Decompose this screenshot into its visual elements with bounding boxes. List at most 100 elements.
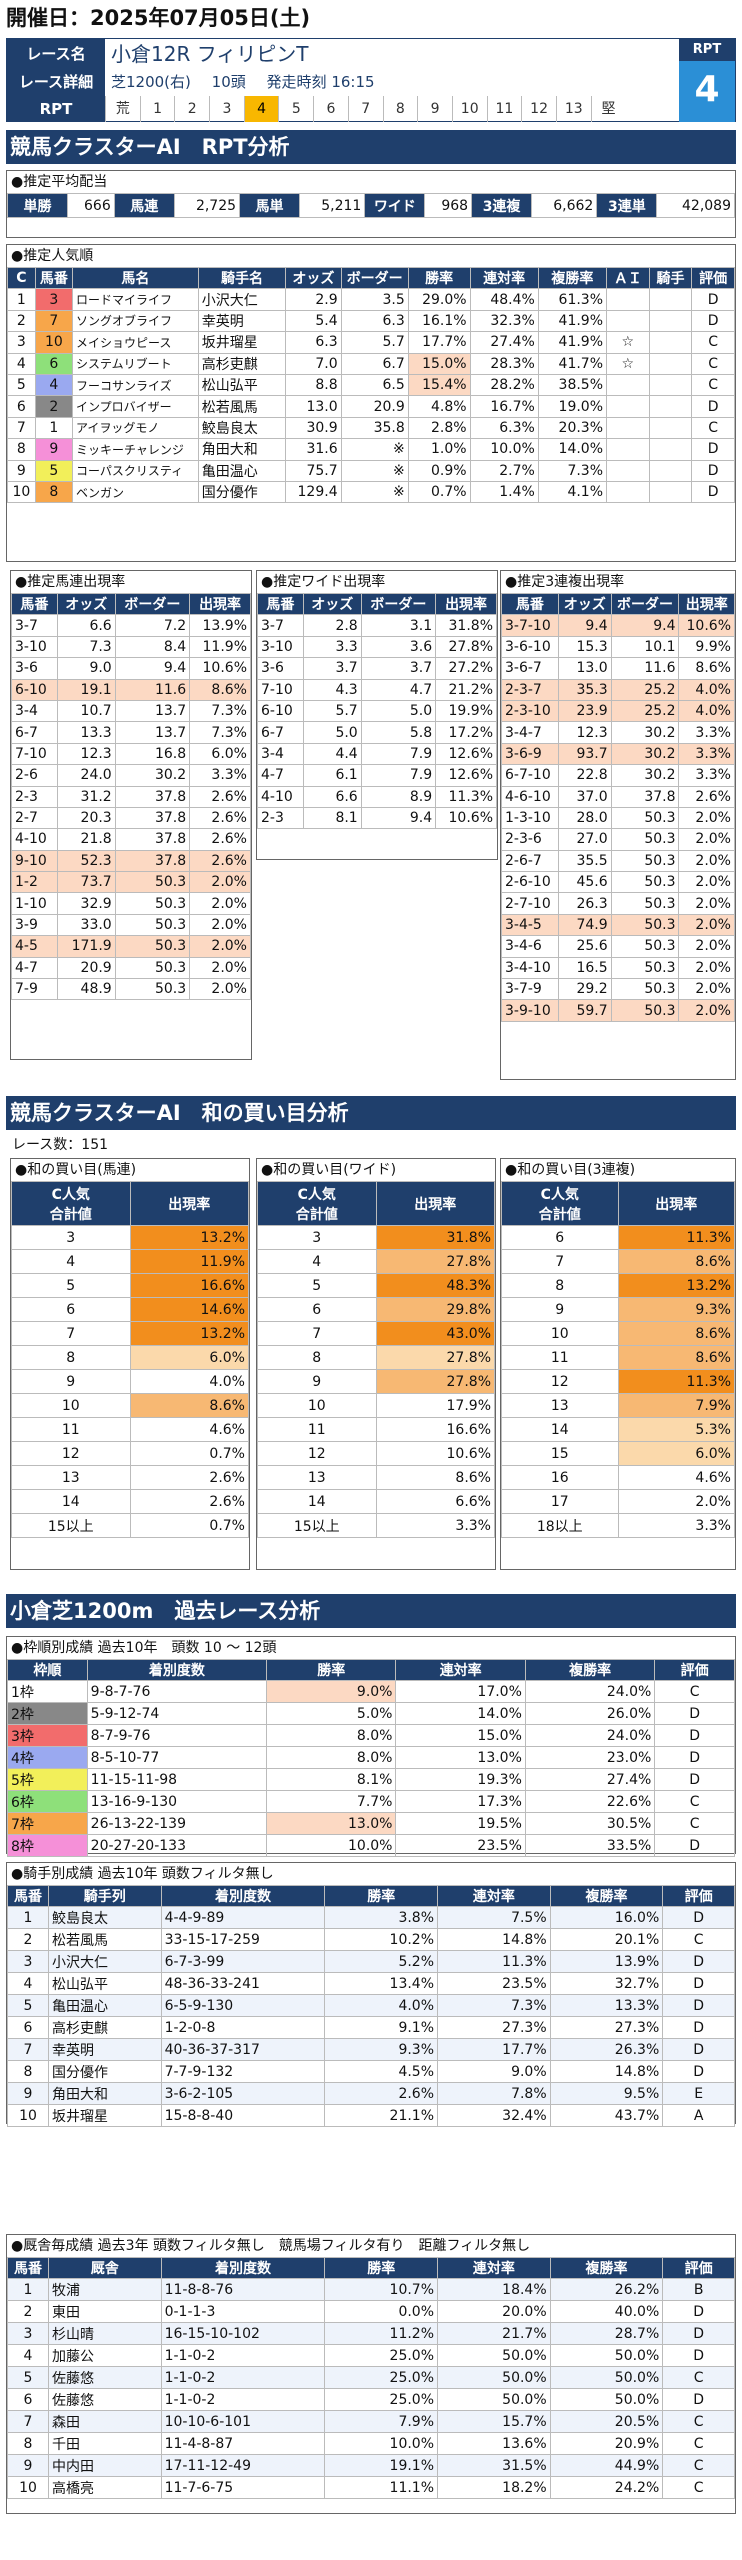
popularity-cell: 41.7% <box>537 352 608 375</box>
race-post-time: 発走時刻 16:15 <box>266 73 375 91</box>
trio-cell: 2.0% <box>678 871 735 894</box>
popularity-cell: 41.9% <box>537 331 608 354</box>
wide-cell: 4.3 <box>302 678 362 701</box>
trio-cell: 25.2 <box>610 678 680 701</box>
frame-cell: C <box>654 1680 735 1704</box>
trio-table: 馬番 オッズ ボーダー 出現率 3-7-10 9.4 9.4 10.6% 3-6-10 15.3 1… <box>501 592 735 1022</box>
trainer-cell: 2 <box>7 2300 49 2324</box>
popularity-cell: 4.8% <box>407 395 471 418</box>
trainer-cell: 31.5% <box>437 2454 551 2478</box>
trio-header: 馬番 <box>501 592 559 616</box>
popularity-cell: システムリブート <box>72 352 199 375</box>
frame-cell: 11-15-11-98 <box>86 1768 268 1792</box>
frame-row: 1枠 9-8-7-76 9.0% 17.0% 24.0% C <box>7 1680 735 1704</box>
trainer-header: 着別度数 <box>160 2256 326 2280</box>
popularity-cell: 8 <box>34 480 74 504</box>
trainer-cell: 25.0% <box>324 2344 439 2368</box>
sum-trio-rate: 8.6% <box>617 1345 735 1370</box>
umaren-title: ●推定馬連出現率 <box>15 574 126 590</box>
jockey-cell: 小沢大仁 <box>47 1950 162 1974</box>
popularity-cell: 10.0% <box>469 438 539 461</box>
trio-cell: 29.2 <box>557 978 612 1001</box>
umaren-cell: 6-7 <box>11 721 58 744</box>
jockey-cell: D <box>662 2060 735 2084</box>
jockey-cell: 6-7-3-99 <box>160 1950 326 1974</box>
frame-cell: 8.0% <box>266 1746 397 1770</box>
umaren-cell: 9.4 <box>114 657 191 680</box>
trio-row: 1-3-10 28.0 50.3 2.0% <box>501 806 735 830</box>
sum-wide-sum: 15以上 <box>257 1513 377 1538</box>
wide-header: 馬番 <box>257 592 304 616</box>
frame-cell: 20-27-20-133 <box>86 1834 268 1858</box>
popularity-cell: ※ <box>340 459 409 482</box>
popularity-row: 6 2 インプロバイザー 松若風馬 13.0 20.9 4.8% 16.7% 19.0% D <box>7 395 735 418</box>
trainer-cell: 東田 <box>47 2300 162 2324</box>
umaren-cell: 50.3 <box>114 956 191 980</box>
trainer-header: 勝率 <box>324 2256 439 2280</box>
sum-trio-sum: 17 <box>501 1489 619 1514</box>
sum-umaren-row: 4 11.9% <box>11 1249 249 1274</box>
frame-cell: 1枠 <box>7 1680 88 1704</box>
trio-cell: 10.6% <box>678 614 735 637</box>
jockey-cell: 21.1% <box>324 2104 439 2128</box>
frame-header: 勝率 <box>266 1658 397 1682</box>
sum-wide-rate: 8.6% <box>375 1465 495 1490</box>
sum-wide-sum: 13 <box>257 1465 377 1490</box>
popularity-cell: ☆ <box>606 352 650 375</box>
trio-cell: 2-3-10 <box>501 699 559 723</box>
frame-cell: 13.0% <box>266 1812 397 1836</box>
popularity-cell: 坂井瑠星 <box>197 331 287 354</box>
sum-wide-row: 15以上 3.3% <box>257 1513 495 1538</box>
trainer-cell: 10 <box>7 2476 49 2500</box>
trainer-cell: 28.7% <box>549 2322 664 2346</box>
jockey-cell: 4 <box>7 1972 49 1996</box>
sum-trio-rate: 11.3% <box>617 1369 735 1394</box>
popularity-row: 9 5 コーパスクリスティ 亀田温心 75.7 ※ 0.9% 2.7% 7.3% D <box>7 459 735 482</box>
trio-row: 2-3-6 27.0 50.3 2.0% <box>501 828 735 851</box>
umaren-cell: 13.3 <box>56 721 116 744</box>
sum-trio-rate: 9.3% <box>617 1297 735 1322</box>
jockey-row: 6 高杉吏麒 1-2-0-8 9.1% 27.3% 27.3% D <box>7 2016 735 2040</box>
trainer-cell: D <box>662 2300 735 2324</box>
sum-wide-rate: 3.3% <box>375 1513 495 1538</box>
sum-wide-rate: 27.8% <box>375 1345 495 1370</box>
sum-trio-row: 17 2.0% <box>501 1489 735 1514</box>
sum-umaren-sum: 8 <box>11 1345 131 1370</box>
jockey-cell: 9.0% <box>437 2060 551 2084</box>
wide-cell: 5.0 <box>302 721 362 744</box>
popularity-cell: 28.3% <box>469 352 539 375</box>
sum-umaren-rate: 13.2% <box>129 1225 249 1250</box>
trio-cell: 23.9 <box>557 699 612 723</box>
sum-trio-sum: 15 <box>501 1441 619 1466</box>
wide-cell: 7.9 <box>360 764 437 787</box>
popularity-header: オッズ <box>285 266 342 290</box>
frame-cell: 6枠 <box>7 1790 88 1814</box>
sum-umaren-row: 9 4.0% <box>11 1369 249 1394</box>
umaren-cell: 4-5 <box>11 935 58 958</box>
umaren-cell: 2-3 <box>11 785 58 808</box>
wide-cell: 3.1 <box>360 614 437 637</box>
frame-cell: 4枠 <box>7 1746 88 1770</box>
popularity-cell <box>606 395 650 418</box>
jockey-cell: 3 <box>7 1950 49 1974</box>
trio-header: オッズ <box>557 592 612 616</box>
trio-row: 2-6-10 45.6 50.3 2.0% <box>501 871 735 894</box>
wide-table: 馬番 オッズ ボーダー 出現率 3-7 2.8 3.1 31.8% 3-10 3.3 3.6 27.8… <box>257 592 497 830</box>
popularity-cell: 5 <box>34 459 74 482</box>
trainer-cell: 加藤公 <box>47 2344 162 2368</box>
popularity-header: ＡＩ <box>606 266 650 290</box>
jockey-cell: 松若風馬 <box>47 1928 162 1952</box>
frame-cell: 14.0% <box>395 1702 526 1726</box>
umaren-cell: 73.7 <box>56 871 116 894</box>
section-sum-analysis: 競馬クラスターAI 和の買い目分析 <box>6 1096 736 1130</box>
trio-header-row: 馬番 オッズ ボーダー 出現率 <box>501 592 735 616</box>
umaren-cell: 2-6 <box>11 764 58 787</box>
payout-value: 6,662 <box>531 193 598 218</box>
umaren-cell: 1-10 <box>11 892 58 915</box>
jockey-cell: 2.6% <box>324 2082 439 2106</box>
umaren-cell: 2.6% <box>189 806 251 830</box>
umaren-cell: 33.0 <box>56 913 116 937</box>
umaren-cell: 6-10 <box>11 678 58 701</box>
sum-umaren-sum: 7 <box>11 1321 131 1346</box>
frame-cell: 10.0% <box>266 1834 397 1858</box>
